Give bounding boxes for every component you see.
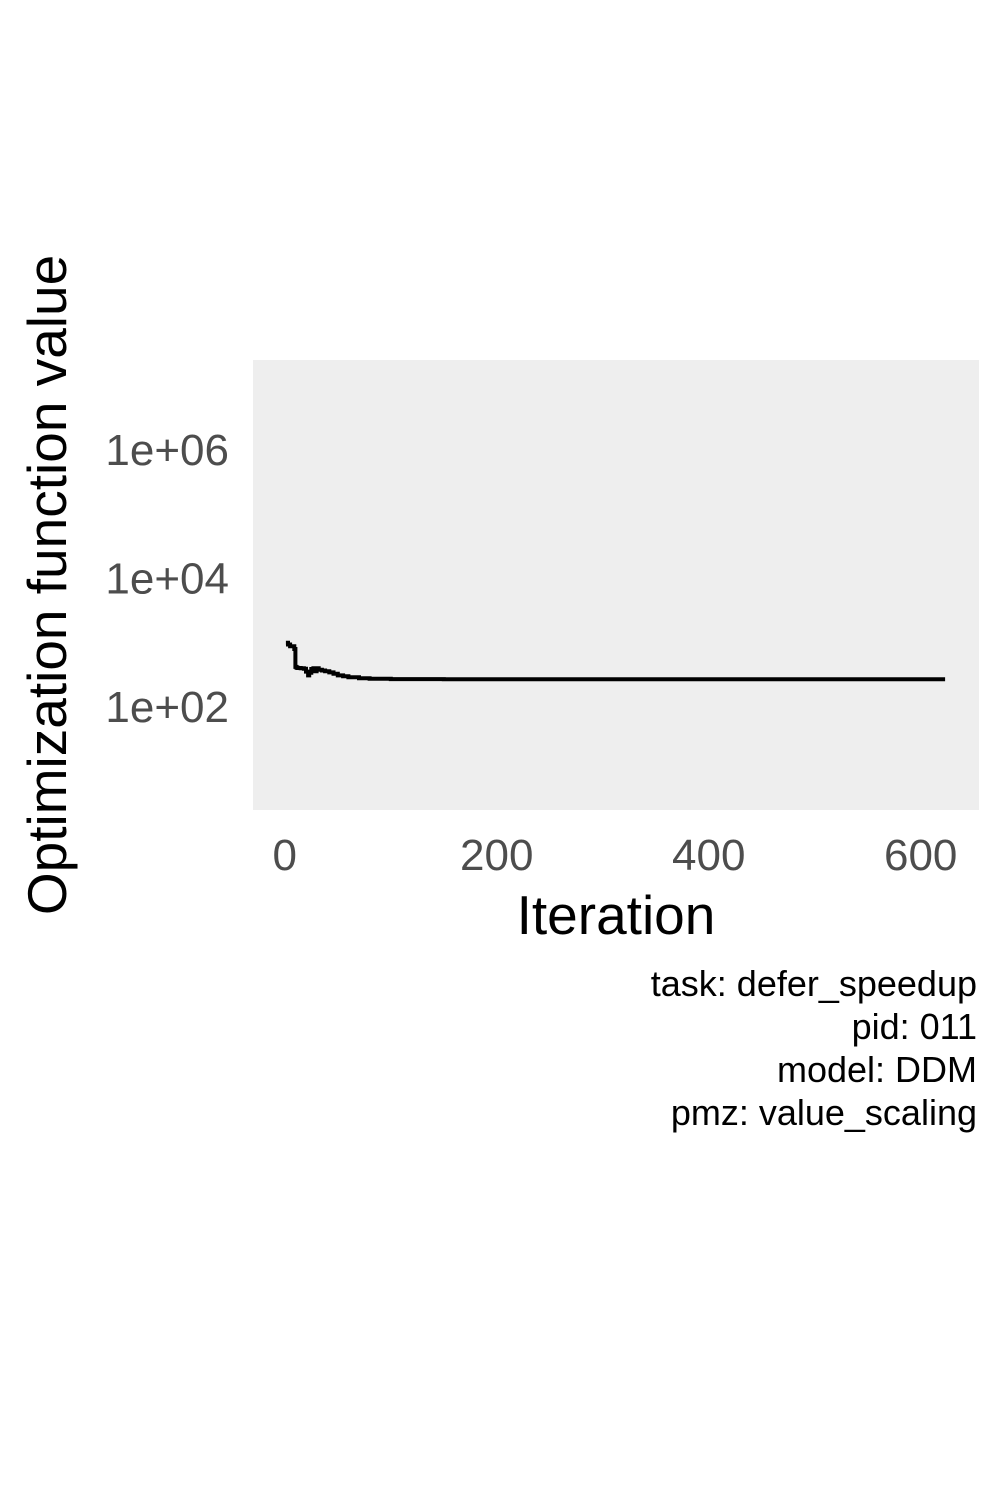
series-line bbox=[285, 640, 946, 682]
caption-model: model: DDM bbox=[776, 1049, 977, 1090]
y-tick-label: 1e+06 bbox=[105, 426, 229, 475]
caption-task: task: defer_speedup bbox=[650, 963, 977, 1004]
caption: task: defer_speedup pid: 011 model: DDM … bbox=[651, 962, 977, 1134]
x-tick-label: 600 bbox=[884, 831, 957, 880]
x-tick-label: 400 bbox=[672, 831, 745, 880]
x-tick-label: 200 bbox=[460, 831, 533, 880]
x-axis-title: Iteration bbox=[517, 884, 716, 946]
y-tick-label: 1e+04 bbox=[105, 554, 229, 603]
caption-pmz: pmz: value_scaling bbox=[670, 1092, 977, 1133]
x-tick-label: 0 bbox=[273, 831, 297, 880]
plot-panel bbox=[253, 360, 979, 810]
x-axis-ticks: 0 200 400 600 bbox=[273, 831, 958, 880]
y-tick-label: 1e+02 bbox=[105, 683, 229, 732]
caption-pid: pid: 011 bbox=[851, 1006, 977, 1047]
y-axis-title: Optimization function value bbox=[16, 255, 78, 915]
y-axis-ticks: 1e+02 1e+04 1e+06 bbox=[105, 426, 229, 732]
